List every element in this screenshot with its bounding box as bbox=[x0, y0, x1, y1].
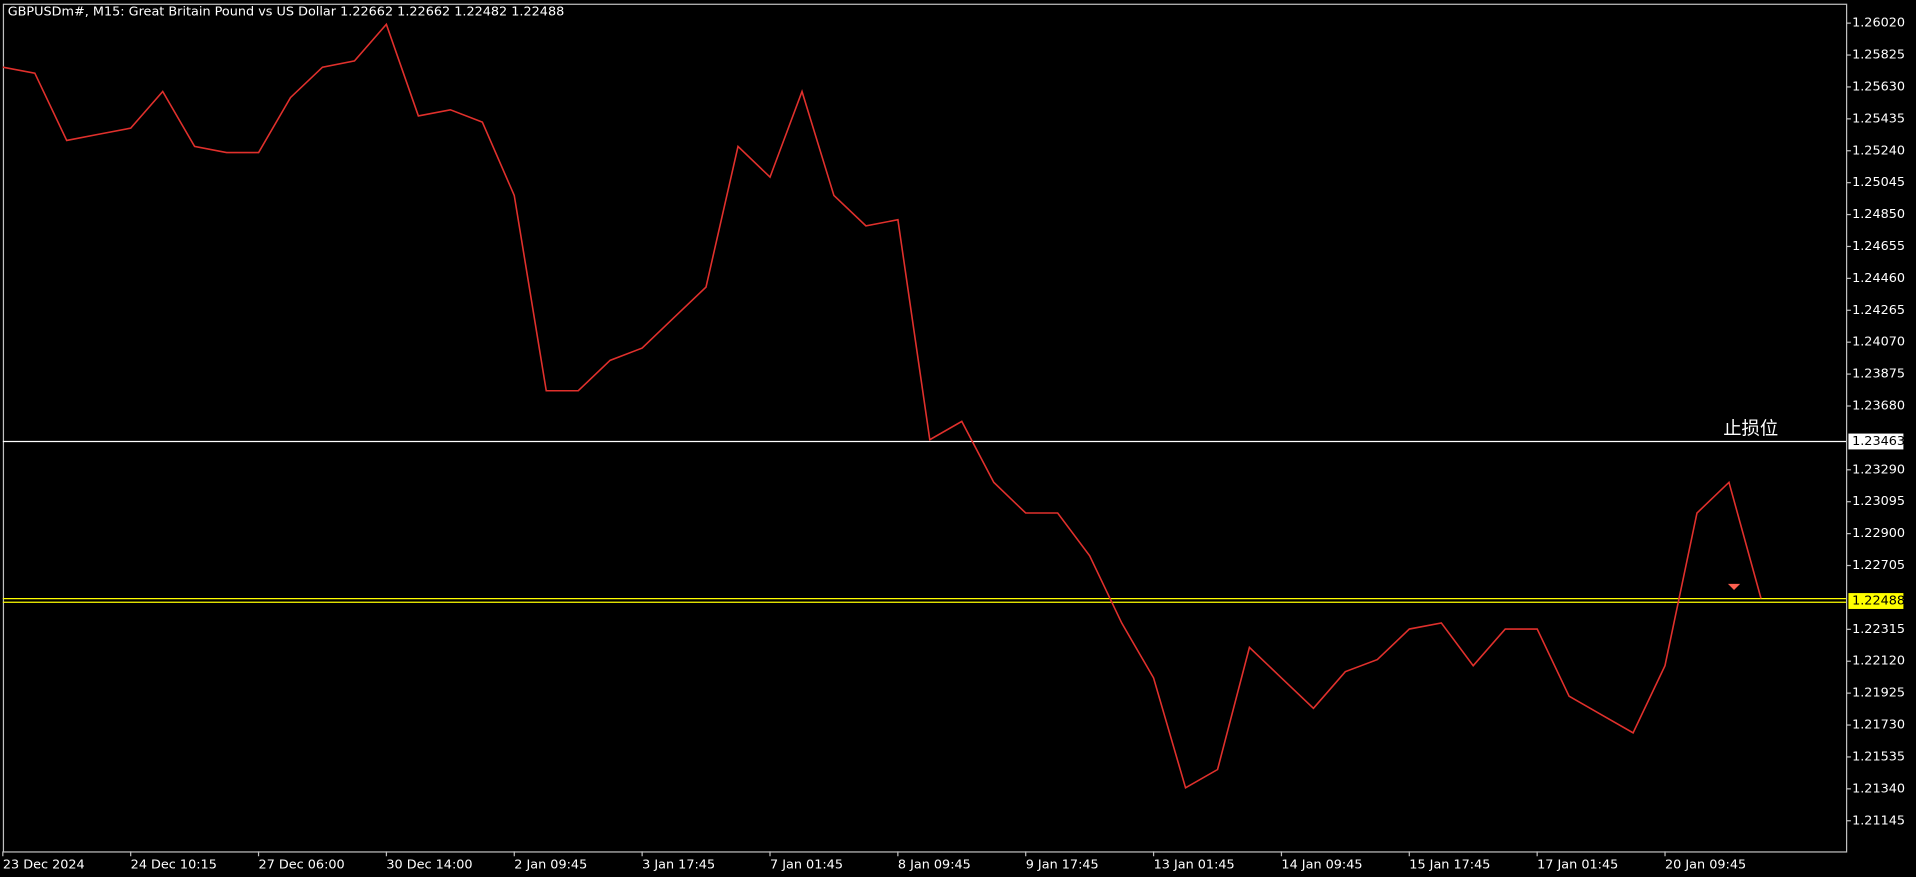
y-tick-label: 1.25435 bbox=[1852, 111, 1905, 126]
y-tick-label: 1.25825 bbox=[1852, 48, 1905, 63]
y-tick-label: 1.22705 bbox=[1852, 558, 1905, 573]
x-tick-label: 13 Jan 01:45 bbox=[1154, 857, 1235, 872]
y-tick-label: 1.21145 bbox=[1852, 813, 1905, 828]
x-tick-label: 15 Jan 17:45 bbox=[1409, 857, 1490, 872]
trade-marker bbox=[1727, 583, 1741, 591]
x-tick-label: 30 Dec 14:00 bbox=[386, 857, 472, 872]
plot-frame bbox=[2, 3, 1848, 853]
y-tick-label: 1.24655 bbox=[1852, 239, 1905, 254]
y-tick-label: 1.23875 bbox=[1852, 367, 1905, 382]
y-tick-label: 1.25240 bbox=[1852, 143, 1905, 158]
y-tick-label: 1.24460 bbox=[1852, 271, 1905, 286]
y-tick-label: 1.24850 bbox=[1852, 207, 1905, 222]
y-tick-label: 1.25630 bbox=[1852, 79, 1905, 94]
y-tick-label: 1.22900 bbox=[1852, 526, 1905, 541]
chart-title: GBPUSDm#, M15: Great Britain Pound vs US… bbox=[8, 5, 565, 20]
y-tick-label: 1.21925 bbox=[1852, 686, 1905, 701]
price-tag-label: 1.22488 bbox=[1852, 594, 1905, 609]
price-tag bbox=[1848, 433, 1904, 450]
price-tag-label: 1.23463 bbox=[1852, 434, 1905, 449]
y-tick-label: 1.24265 bbox=[1852, 303, 1905, 318]
y-tick-label: 1.22315 bbox=[1852, 622, 1905, 637]
x-tick-label: 23 Dec 2024 bbox=[3, 857, 85, 872]
price-line-series bbox=[2, 22, 1762, 790]
y-tick-label: 1.22120 bbox=[1852, 654, 1905, 669]
x-tick-label: 14 Jan 09:45 bbox=[1281, 857, 1362, 872]
y-tick-label: 1.21340 bbox=[1852, 781, 1905, 796]
x-tick-label: 7 Jan 01:45 bbox=[770, 857, 843, 872]
x-tick-label: 20 Jan 09:45 bbox=[1665, 857, 1746, 872]
x-tick-label: 9 Jan 17:45 bbox=[1026, 857, 1099, 872]
x-tick-label: 2 Jan 09:45 bbox=[514, 857, 587, 872]
x-tick-label: 24 Dec 10:15 bbox=[131, 857, 217, 872]
x-tick-label: 27 Dec 06:00 bbox=[259, 857, 345, 872]
x-tick-label: 17 Jan 01:45 bbox=[1537, 857, 1618, 872]
y-tick-label: 1.23680 bbox=[1852, 398, 1905, 413]
x-tick-label: 8 Jan 09:45 bbox=[898, 857, 971, 872]
annotation: 止损位 bbox=[1723, 418, 1778, 439]
y-tick-label: 1.26020 bbox=[1852, 16, 1905, 31]
y-tick-label: 1.21730 bbox=[1852, 718, 1905, 733]
price-tag bbox=[1848, 593, 1904, 609]
y-tick-label: 1.24070 bbox=[1852, 335, 1905, 350]
x-tick-label: 3 Jan 17:45 bbox=[642, 857, 715, 872]
y-tick-label: 1.21535 bbox=[1852, 749, 1905, 764]
y-tick-label: 1.25045 bbox=[1852, 175, 1905, 190]
y-tick-label: 1.23095 bbox=[1852, 494, 1905, 509]
y-tick-label: 1.23290 bbox=[1852, 462, 1905, 477]
